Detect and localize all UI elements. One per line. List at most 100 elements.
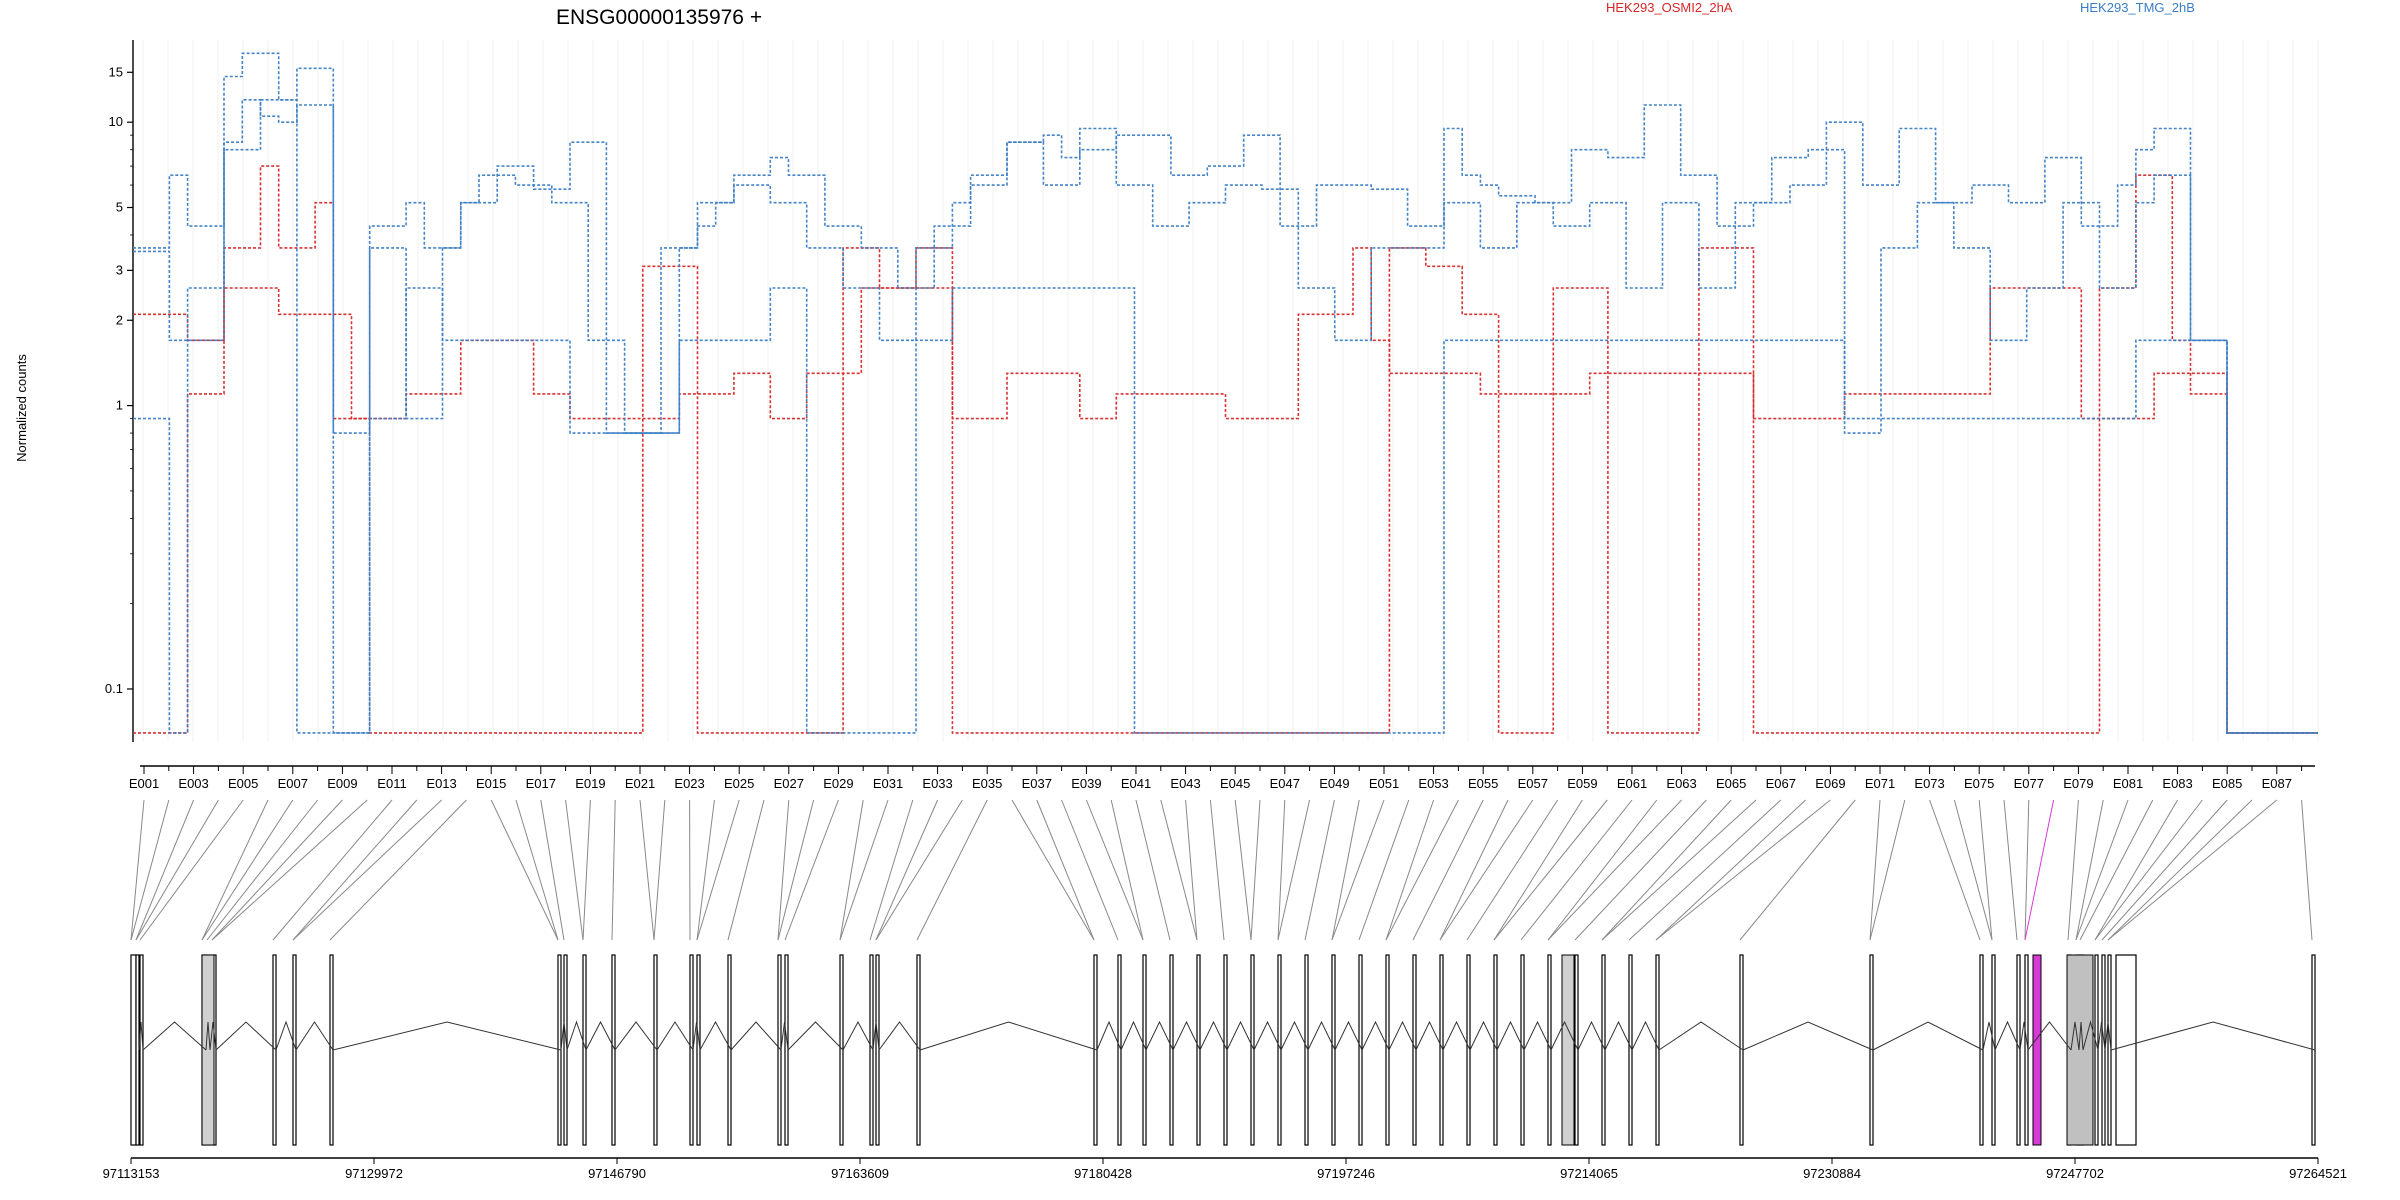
exon-tick-label: E083 [2162, 776, 2192, 791]
connector-line [875, 799, 939, 941]
exon-tick-label: E051 [1369, 776, 1399, 791]
coord-tick-label: 97214065 [1560, 1166, 1618, 1181]
connector-line [2003, 799, 2018, 941]
series-line-4 [133, 99, 2318, 734]
exon-tick-label: E035 [972, 776, 1002, 791]
exon-tick-label: E039 [1071, 776, 1101, 791]
connector-line [1953, 799, 1993, 941]
connector-line [1929, 799, 1981, 941]
connector-line [839, 799, 889, 941]
connector-line [875, 799, 963, 941]
coord-tick-label: 97180428 [1074, 1166, 1132, 1181]
exon-connector-lines [130, 799, 2313, 941]
exon-tick-label: E033 [922, 776, 952, 791]
exon-tick-label: E003 [178, 776, 208, 791]
exon-tick-label: E019 [575, 776, 605, 791]
y-tick-label: 0.1 [105, 681, 123, 696]
connector-line [2094, 799, 2203, 941]
exon-tick-label: E025 [724, 776, 754, 791]
exon-tick-label: E063 [1666, 776, 1696, 791]
exon-tick-label: E075 [1964, 776, 1994, 791]
connector-line [1412, 799, 1484, 941]
connector-line [839, 799, 864, 941]
exon-box [135, 954, 140, 1146]
connector-line [777, 799, 790, 941]
exon-tick-label: E007 [278, 776, 308, 791]
connector-line [1547, 799, 1682, 941]
exon-tick-label: E049 [1319, 776, 1349, 791]
connector-line [201, 799, 294, 941]
exon-tick-label: E005 [228, 776, 258, 791]
series-line-1 [133, 165, 2318, 734]
coord-tick-label: 97129972 [345, 1166, 403, 1181]
coord-tick-label: 97146790 [588, 1166, 646, 1181]
connector-line [1036, 799, 1095, 941]
y-axis-label: Normalized counts [14, 354, 29, 462]
connector-line [639, 799, 655, 941]
connector-line [1655, 799, 1831, 941]
connector-line [582, 799, 591, 941]
coord-tick-label: 97163609 [831, 1166, 889, 1181]
connector-line [1250, 799, 1261, 941]
connector-line [135, 799, 195, 941]
connector-line [727, 799, 765, 941]
connector-line [916, 799, 988, 941]
title-block: ENSG00000135976 + HEK293_OSMI2_2hA HEK29… [556, 0, 2195, 29]
series-line-3 [133, 99, 2318, 734]
connector-line [1209, 799, 1225, 941]
connector-line [2301, 799, 2313, 941]
connector-line [1493, 799, 1608, 941]
exon-tick-label: E043 [1170, 776, 1200, 791]
connector-line [1160, 799, 1198, 941]
intron-lines [138, 1020, 2316, 1051]
exon-tick-label: E081 [2113, 776, 2143, 791]
connector-line [1520, 799, 1633, 941]
exon-axis: E001 E003 E005 E007 E009 E011 E013 E015 E017 E019… [129, 765, 2315, 791]
y-axis: 0.1 1 2 3 5 10 15 [105, 40, 134, 742]
exon-box-large [2115, 954, 2137, 1146]
exon-tick-label: E087 [2262, 776, 2292, 791]
exon-box-highlighted [2032, 954, 2042, 1146]
exon-tick-label: E001 [129, 776, 159, 791]
exon-tick-label: E065 [1716, 776, 1746, 791]
connector-line [1493, 799, 1583, 941]
exon-tick-label: E085 [2212, 776, 2242, 791]
connector-line [1385, 799, 1459, 941]
connector-line [1277, 799, 1311, 941]
connector-line [2075, 799, 2104, 941]
connector-line [1331, 799, 1360, 941]
connector-line [292, 799, 442, 941]
exon-tick-label: E073 [1914, 776, 1944, 791]
connector-line [1277, 799, 1286, 941]
gene-title: ENSG00000135976 + [556, 6, 762, 29]
connector-line [653, 799, 666, 941]
connector-line [272, 799, 393, 941]
connector-line [139, 799, 244, 941]
exon-tick-label: E069 [1815, 776, 1845, 791]
connector-line [1385, 799, 1435, 941]
y-tick-label: 1 [116, 398, 123, 413]
connector-line [206, 799, 318, 941]
connector-line [1234, 799, 1252, 941]
connector-line [1085, 799, 1144, 941]
connector-line [1628, 799, 1782, 941]
connector-line [1978, 799, 1993, 941]
y-tick-label: 15 [109, 64, 123, 79]
connector-line [1358, 799, 1410, 941]
exon-box-shaded [201, 954, 215, 1146]
connector-line [2024, 799, 2030, 941]
connector-line [1869, 799, 1906, 941]
plot-series [133, 52, 2318, 734]
connector-line [1331, 799, 1385, 941]
exon-tick-label: E015 [476, 776, 506, 791]
connector-line [135, 799, 219, 941]
exon-tick-label: E023 [674, 776, 704, 791]
connector-line [2067, 799, 2079, 941]
connector-line [292, 799, 418, 941]
connector-line [1601, 799, 1757, 941]
coord-tick-label: 97247702 [2046, 1166, 2104, 1181]
connector-line [611, 799, 616, 941]
connector-line [211, 799, 343, 941]
exon-tick-label: E059 [1567, 776, 1597, 791]
